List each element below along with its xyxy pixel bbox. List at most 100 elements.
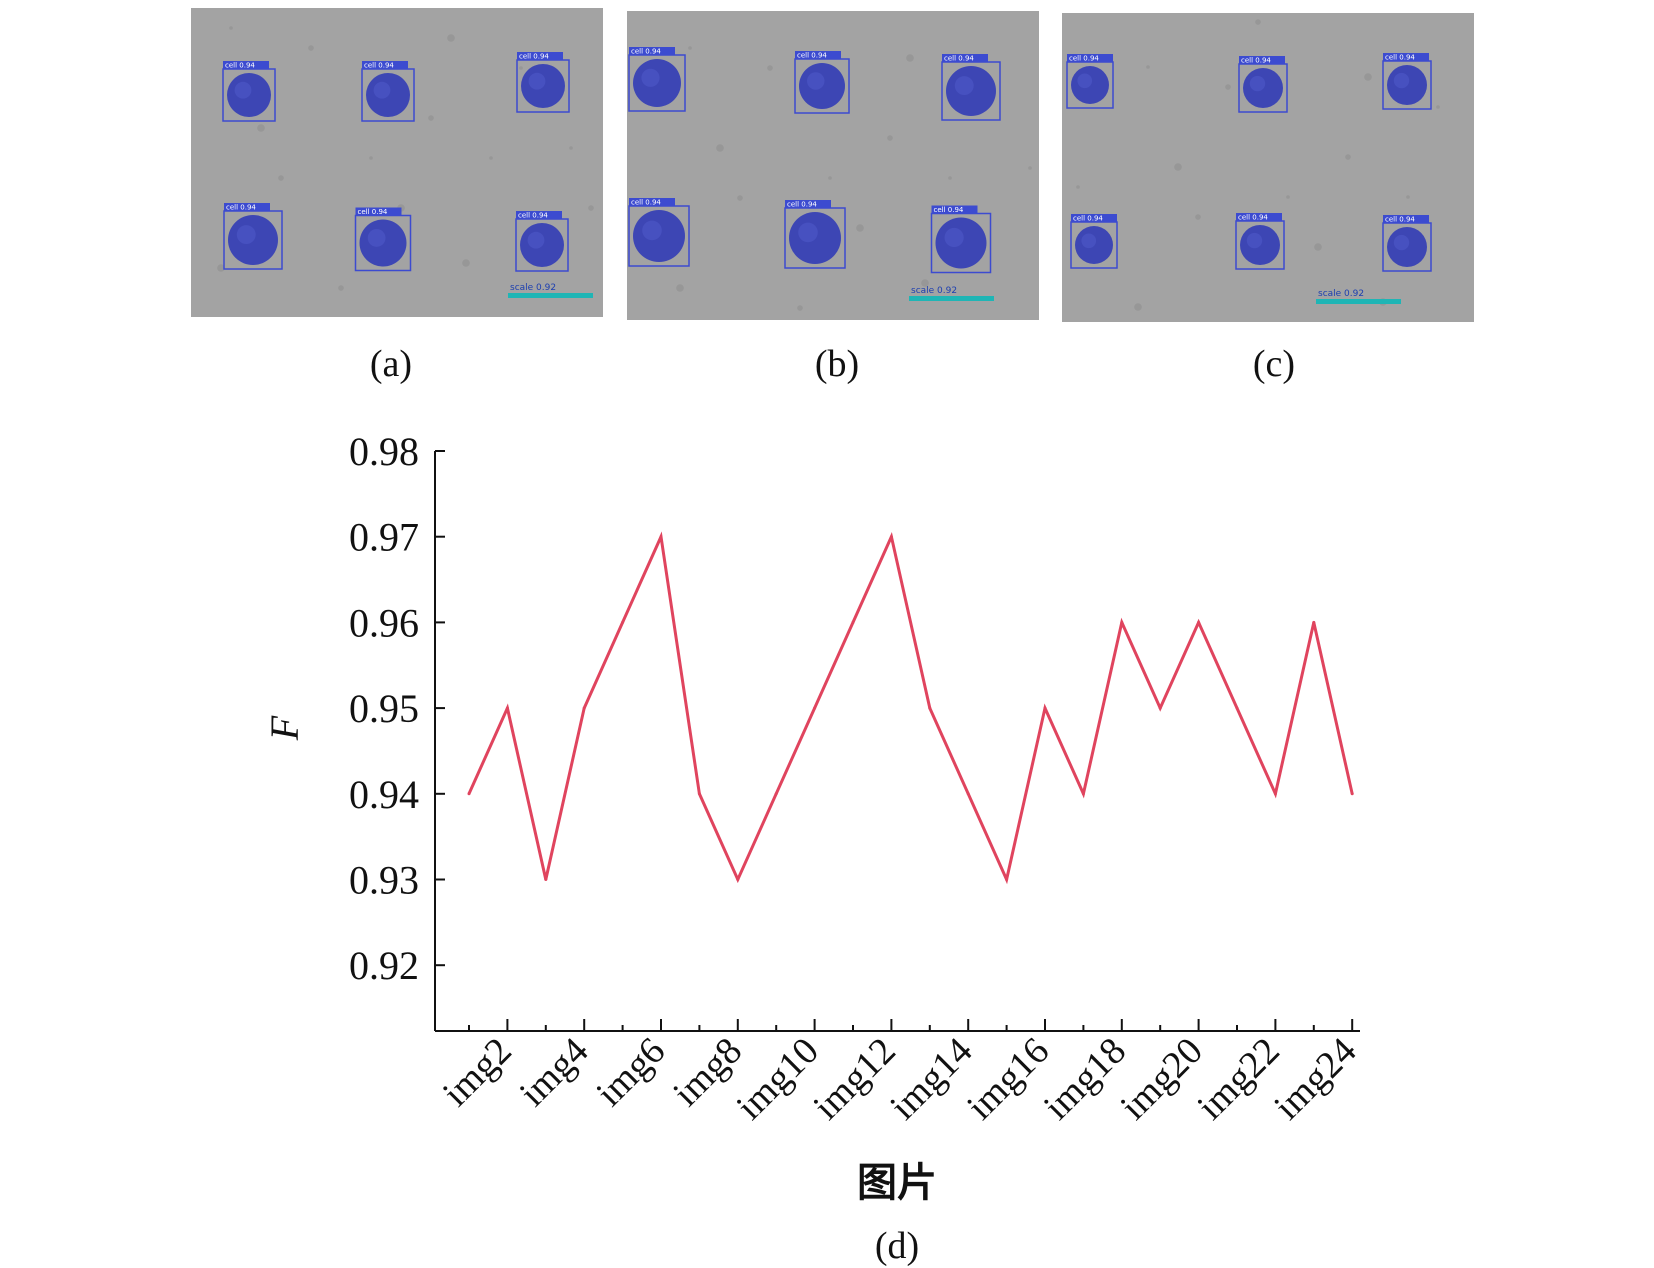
panel-b-image: cell 0.94 cell 0.94 cell 0.94 cell 0.94 cell… xyxy=(627,11,1039,320)
data-point xyxy=(966,792,970,796)
cell-2: cell 0.94 xyxy=(794,51,850,114)
y-axis: 0.92 0.93 0.94 0.95 0.96 0.97 0.98 xyxy=(349,429,445,1031)
detection-label-bg xyxy=(1236,213,1282,221)
detection-label: cell 0.94 xyxy=(934,206,964,214)
debris-speck xyxy=(1174,163,1182,171)
detection-label-bg xyxy=(362,61,408,69)
cell-1: cell 0.94 xyxy=(628,47,686,112)
debris-speck xyxy=(1436,105,1440,109)
data-point xyxy=(736,878,740,881)
data-point xyxy=(544,878,548,881)
scale-label: scale 0.92 xyxy=(510,283,556,293)
data-point xyxy=(505,706,509,710)
detection-label-bg xyxy=(795,51,841,59)
x-tick-label: img12 xyxy=(805,1030,903,1128)
debris-speck xyxy=(828,176,832,180)
panel-b: cell 0.94 cell 0.94 cell 0.94 cell 0.94 cell… xyxy=(627,11,1039,320)
debris-speck xyxy=(588,205,594,211)
debris-speck xyxy=(257,124,265,132)
cell-texture xyxy=(1077,73,1093,89)
detection-label-bg xyxy=(1067,54,1113,62)
detection-label: cell 0.94 xyxy=(944,55,974,63)
cell-texture xyxy=(1246,232,1263,249)
cell-6: cell 0.94 xyxy=(1382,215,1432,272)
debris-speck xyxy=(369,156,373,160)
cell-texture xyxy=(527,231,545,249)
debris-speck xyxy=(1364,73,1372,81)
cell-texture xyxy=(528,72,546,90)
cell-texture xyxy=(373,81,391,99)
cell-texture xyxy=(1081,233,1097,249)
debris-speck xyxy=(1076,185,1080,189)
data-point xyxy=(1235,706,1239,710)
panel-a: cell 0.94 cell 0.94 cell 0.94 cell 0.94 cell… xyxy=(191,8,603,317)
scale-label: scale 0.92 xyxy=(911,286,957,296)
data-point xyxy=(1120,620,1124,624)
debris-speck xyxy=(1146,65,1150,69)
cell-texture xyxy=(954,76,974,96)
panel-c-label: (c) xyxy=(1252,343,1296,385)
y-tick-label: 0.94 xyxy=(349,772,419,817)
data-point xyxy=(1350,792,1354,796)
debris-speck xyxy=(489,156,493,160)
cell-texture xyxy=(236,225,256,245)
debris-speck xyxy=(737,195,743,201)
x-axis: img2img4img6img8img10img12img14img16img1… xyxy=(435,1019,1365,1128)
cell-6: cell 0.94 xyxy=(930,205,992,274)
cell-3: cell 0.94 xyxy=(516,52,570,113)
debris-speck xyxy=(1345,154,1351,160)
y-tick-label: 0.95 xyxy=(349,686,419,731)
cell-5: cell 0.94 xyxy=(784,200,846,269)
debris-speck xyxy=(428,115,434,121)
data-point xyxy=(467,792,471,796)
detection-label-bg xyxy=(1071,214,1117,222)
panel-c-image: cell 0.94 cell 0.94 cell 0.94 cell 0.94 cell… xyxy=(1062,13,1474,322)
data-point xyxy=(1273,792,1277,796)
cell-5: cell 0.94 xyxy=(354,207,412,272)
cell-texture xyxy=(641,68,660,87)
cell-4: cell 0.94 xyxy=(628,198,690,267)
detection-label: cell 0.94 xyxy=(1385,216,1415,224)
cell-3: cell 0.94 xyxy=(1382,53,1432,110)
cell-2: cell 0.94 xyxy=(1238,56,1288,113)
detection-label: cell 0.94 xyxy=(787,201,817,209)
detection-label-bg xyxy=(516,211,562,219)
debris-speck xyxy=(688,46,692,50)
cell-texture xyxy=(798,222,818,243)
x-tick-label: img4 xyxy=(512,1030,597,1115)
cell-3: cell 0.94 xyxy=(941,54,1001,121)
data-point xyxy=(1312,620,1316,624)
detection-label: cell 0.94 xyxy=(358,208,388,216)
detection-label-bg xyxy=(224,203,270,211)
debris-speck xyxy=(569,146,573,150)
data-point xyxy=(851,620,855,624)
detection-label-bg xyxy=(931,205,978,214)
debris-speck xyxy=(217,264,225,272)
detection-label-bg xyxy=(355,207,402,216)
debris-speck xyxy=(1406,195,1410,199)
panel-a-image: cell 0.94 cell 0.94 cell 0.94 cell 0.94 cell… xyxy=(191,8,603,317)
scale-label: scale 0.92 xyxy=(1318,289,1364,299)
x-tick-label: img18 xyxy=(1036,1030,1134,1128)
y-tick-label: 0.97 xyxy=(349,515,419,560)
cell-2: cell 0.94 xyxy=(361,61,415,122)
x-tick-label: img20 xyxy=(1113,1030,1211,1128)
detection-label: cell 0.94 xyxy=(631,199,661,207)
detection-label-bg xyxy=(785,200,831,208)
cell-6: cell 0.94 xyxy=(515,211,569,272)
data-point xyxy=(1197,620,1201,624)
data-point xyxy=(659,535,663,539)
cell-texture xyxy=(1393,72,1410,89)
panel-a-label: (a) xyxy=(369,343,413,385)
x-tick-label: img2 xyxy=(435,1030,520,1115)
y-tick-label: 0.98 xyxy=(349,429,419,474)
detection-label-bg xyxy=(517,52,563,60)
data-point xyxy=(582,706,586,710)
detection-label-bg xyxy=(1239,56,1285,64)
debris-speck xyxy=(921,279,929,287)
debris-speck xyxy=(1225,84,1231,90)
detection-label: cell 0.94 xyxy=(797,52,827,60)
debris-speck xyxy=(447,34,455,42)
x-tick-label: img6 xyxy=(588,1030,673,1115)
